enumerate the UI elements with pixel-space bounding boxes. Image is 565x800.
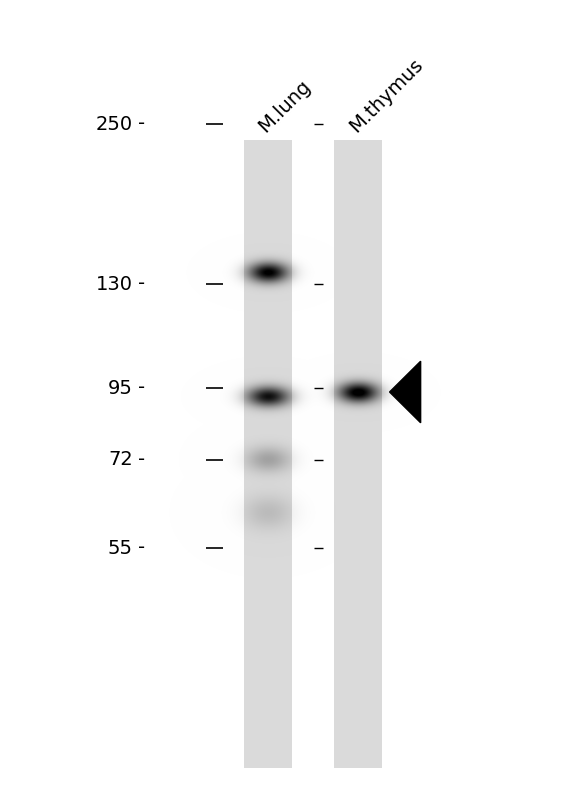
Text: M.thymus: M.thymus: [345, 55, 427, 136]
Text: 130: 130: [96, 274, 133, 294]
Polygon shape: [390, 362, 420, 422]
Text: -: -: [138, 378, 145, 398]
Text: 72: 72: [108, 450, 133, 470]
Text: M.lung: M.lung: [255, 76, 315, 136]
Text: -: -: [138, 450, 145, 470]
Text: -: -: [138, 538, 145, 558]
Text: 95: 95: [108, 378, 133, 398]
Text: 250: 250: [95, 114, 133, 134]
Text: 55: 55: [108, 538, 133, 558]
Text: -: -: [138, 114, 145, 134]
Text: -: -: [138, 274, 145, 294]
